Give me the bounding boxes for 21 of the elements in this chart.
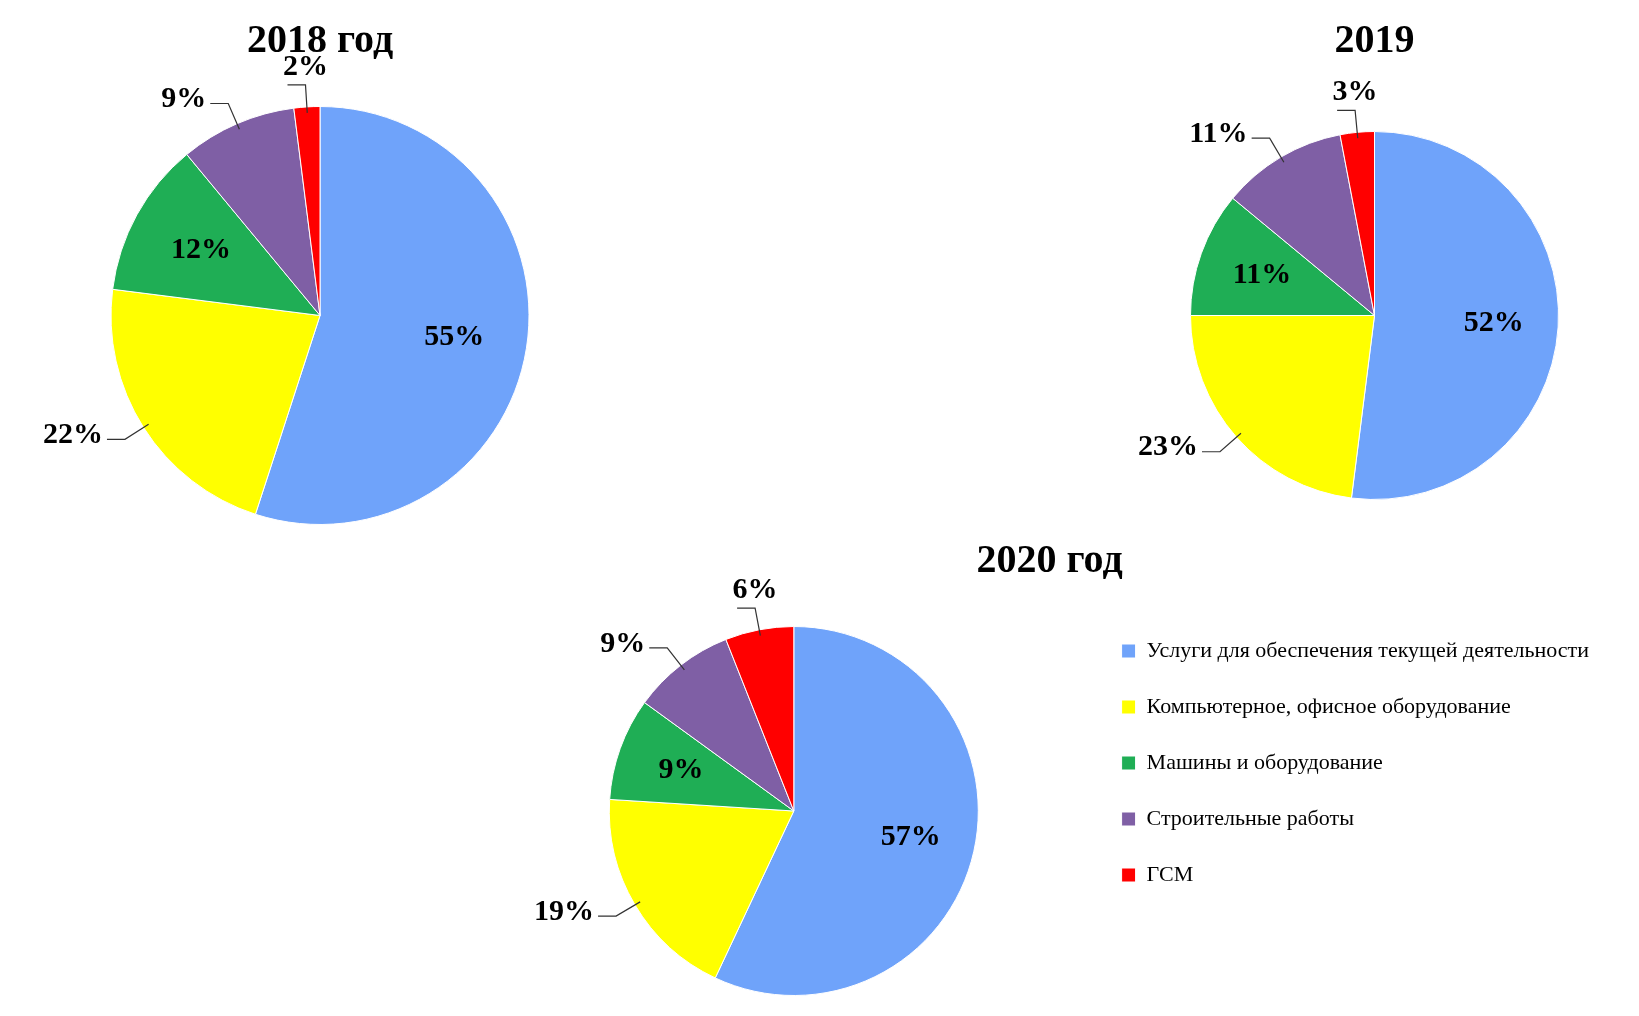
chart-title: 2019 (1334, 16, 1415, 62)
legend-label: Услуги для обеспечения текущей деятельности (1146, 636, 1590, 662)
data-label: 19% (534, 892, 595, 926)
legend-label: ГСМ (1146, 860, 1194, 886)
data-label: 57% (880, 817, 941, 851)
legend-label: Машины и оборудование (1146, 748, 1383, 774)
data-label: 23% (1137, 428, 1198, 462)
data-label: 11% (1232, 255, 1292, 289)
data-label: 52% (1463, 303, 1524, 337)
data-label: 9% (600, 624, 646, 658)
data-label: 55% (424, 317, 485, 351)
data-label: 3% (1332, 73, 1378, 107)
chart-title: 2020 год (976, 536, 1123, 582)
legend-label: Строительные работы (1146, 804, 1355, 830)
legend-label: Компьютерное, офисное оборудование (1146, 692, 1511, 718)
data-label: 22% (42, 416, 103, 450)
data-label: 9% (161, 80, 207, 114)
data-label: 9% (658, 751, 704, 785)
data-label: 6% (732, 570, 778, 604)
data-label: 11% (1189, 114, 1248, 148)
data-label: 12% (170, 230, 231, 264)
